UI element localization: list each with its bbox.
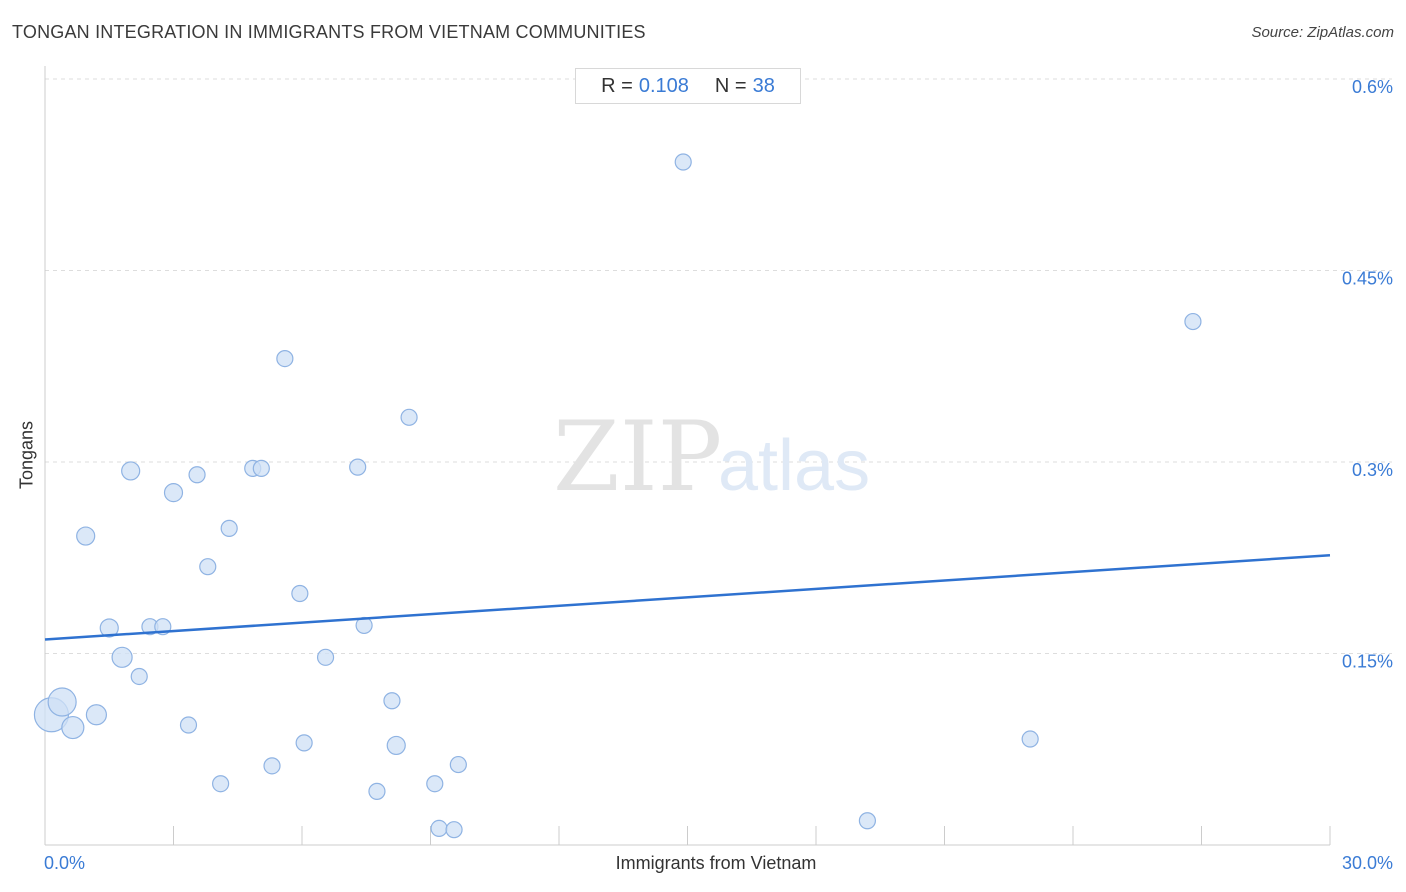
data-point [252,459,270,477]
grid-lines [45,78,1392,654]
data-point [85,704,108,726]
y-tick-label: 0.3% [1352,460,1393,480]
watermark-zip: ZIP [553,401,722,513]
data-point [111,646,133,668]
data-point [430,819,448,838]
chart-title: TONGAN INTEGRATION IN IMMIGRANTS FROM VI… [12,22,646,42]
data-point [674,153,692,171]
n-label: N = [714,74,747,97]
stats-box: R = 0.108 N = 38 [575,68,801,104]
data-point [295,734,313,752]
y-axis-label: Tongans [16,420,37,490]
data-point [1184,312,1202,331]
trendline [44,553,1331,641]
data-point [368,782,386,800]
data-point [199,558,217,576]
data-point [349,458,367,476]
data-point [121,461,141,481]
r-label: R = [601,74,633,97]
source-label: Source: ZipAtlas.com [1251,24,1394,41]
n-value: 38 [752,74,775,97]
data-point [212,775,230,793]
data-point [61,715,85,740]
x-axis-label: Immigrants from Vietnam [615,853,817,873]
data-point [276,349,294,368]
data-point [449,755,467,774]
axes [44,66,1331,846]
data-point [858,812,877,830]
x-tick-labels: 0.0% 30.0% [44,853,1393,873]
data-point [263,757,281,775]
data-point [163,483,184,503]
data-point [386,735,406,756]
r-value: 0.108 [638,74,689,97]
data-point [76,526,96,546]
trendline-segment [44,553,1331,641]
data-point [99,618,119,638]
x-tick-label: 0.0% [44,853,85,873]
data-point [426,775,444,793]
data-point [400,408,418,426]
y-tick-label: 0.45% [1342,269,1393,289]
data-point [316,648,335,666]
data-point [445,821,463,839]
data-point [383,692,401,710]
data-point [291,584,309,603]
data-points [33,153,1202,839]
data-point [47,687,77,717]
x-tick-label: 30.0% [1342,853,1393,873]
data-point [1021,730,1039,748]
data-point [130,667,148,686]
data-point [220,519,238,537]
y-tick-labels: 0.15% 0.3% 0.45% 0.6% [1342,77,1393,672]
data-point [179,716,198,734]
data-point [188,466,206,484]
y-tick-label: 0.15% [1342,652,1393,672]
watermark-atlas: atlas [718,426,870,506]
y-tick-label: 0.6% [1352,77,1393,97]
